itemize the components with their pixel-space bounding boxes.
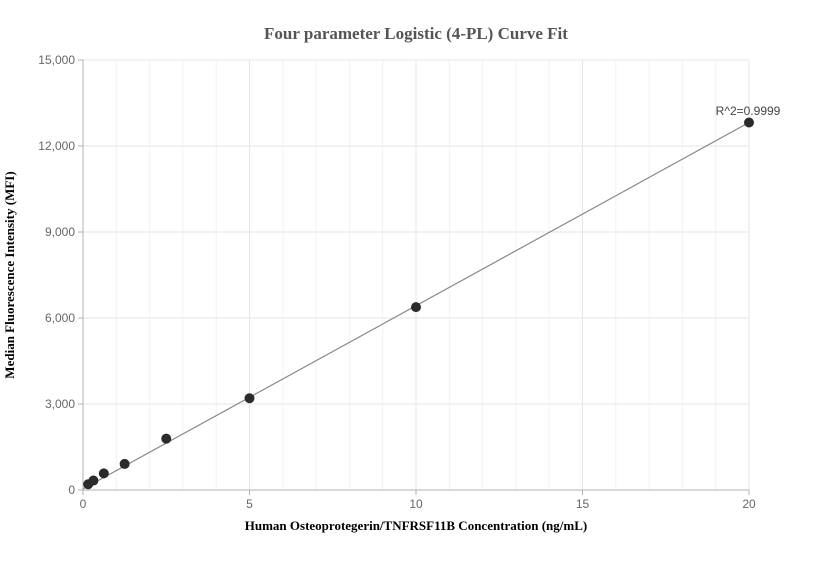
x-axis-title: Human Osteoprotegerin/TNFRSF11B Concentr…	[245, 518, 587, 533]
y-tick-label: 12,000	[38, 139, 75, 153]
y-tick-label: 3,000	[45, 397, 75, 411]
chart-title: Four parameter Logistic (4-PL) Curve Fit	[264, 24, 568, 43]
data-points	[83, 117, 754, 490]
r-squared-annotation: R^2=0.9999	[716, 104, 781, 118]
data-point[interactable]	[744, 117, 754, 128]
x-tick-label: 20	[742, 497, 756, 511]
x-tick-label: 15	[576, 497, 590, 511]
data-point[interactable]	[98, 468, 109, 479]
data-point[interactable]	[411, 302, 421, 313]
data-point[interactable]	[244, 393, 255, 404]
y-tick-label: 0	[68, 483, 75, 497]
x-tick-label: 10	[409, 497, 423, 511]
y-tick-label: 6,000	[45, 311, 75, 325]
y-tick-label: 15,000	[38, 53, 75, 67]
y-tick-label: 9,000	[45, 225, 75, 239]
data-point[interactable]	[88, 475, 99, 486]
y-axis-title: Median Fluorescence Intensity (MFI)	[2, 171, 17, 378]
x-tick-label: 5	[246, 497, 253, 511]
data-point[interactable]	[119, 458, 130, 469]
data-point[interactable]	[161, 433, 172, 444]
axes: 0 5 10 15 20 0 3,000 6,000 9,000 12,000 15,000	[38, 53, 756, 511]
grid	[83, 59, 750, 490]
x-tick-label: 0	[80, 497, 87, 511]
